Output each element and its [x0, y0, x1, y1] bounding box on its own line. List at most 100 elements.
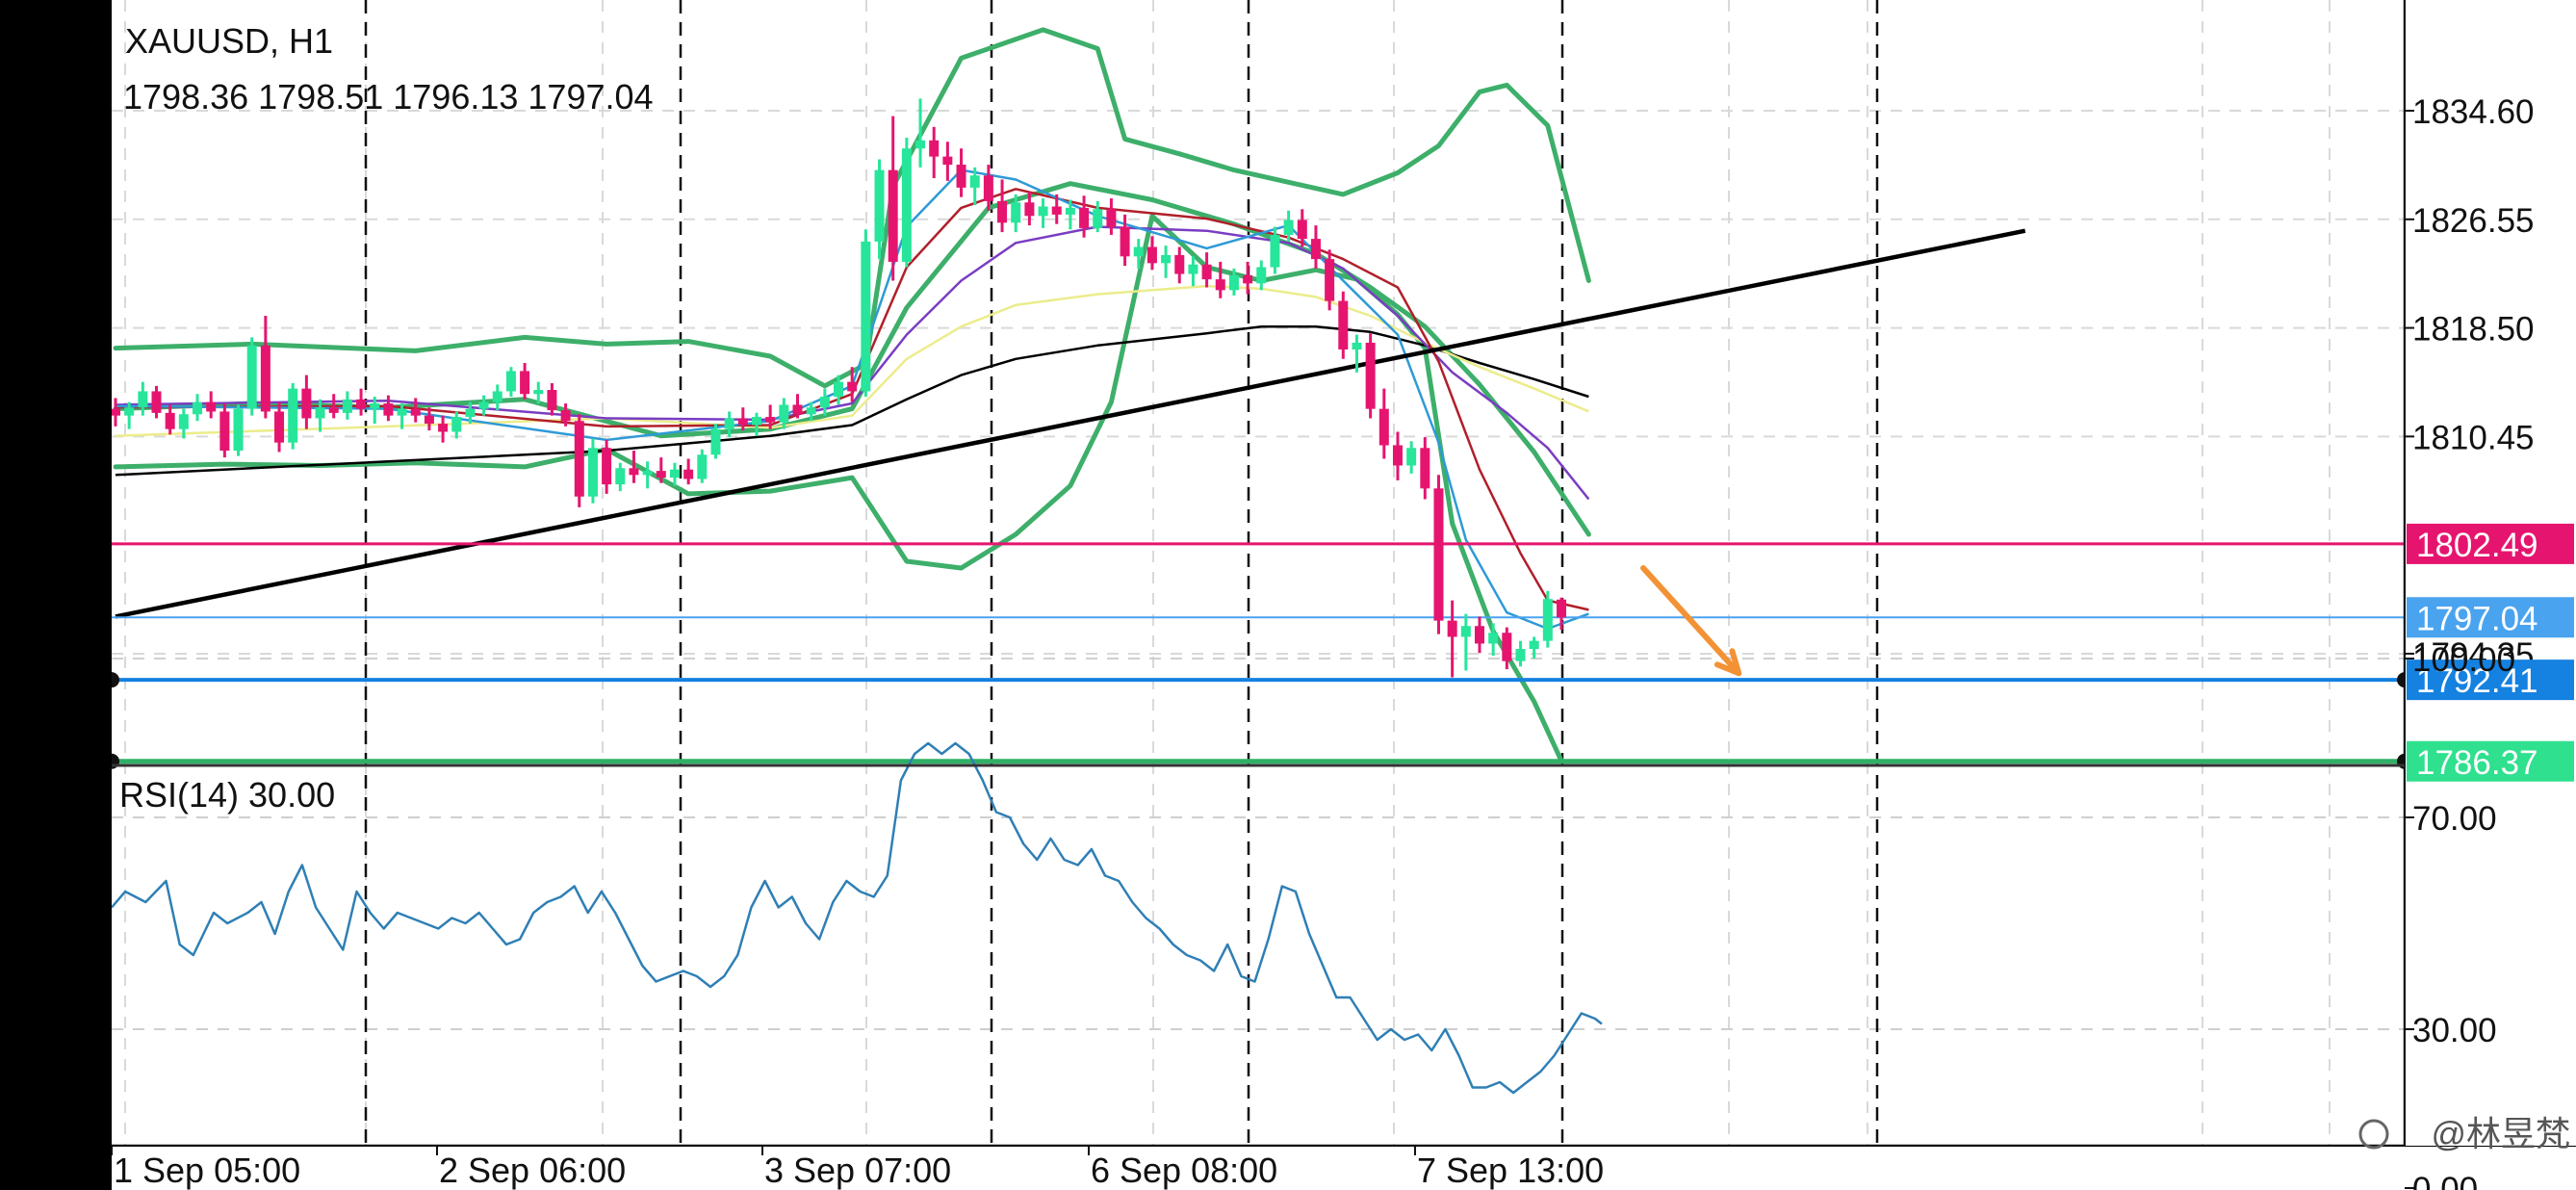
candle-body — [737, 418, 748, 426]
candle-body — [1215, 279, 1225, 291]
candle-body — [315, 407, 325, 419]
price-tick-label: 1826.55 — [2412, 202, 2535, 240]
level-badge-support-1 — [2407, 660, 2574, 701]
candle-body — [301, 388, 312, 419]
candle-body — [1283, 220, 1294, 235]
trendline — [115, 228, 2026, 619]
left-margin — [0, 0, 112, 1190]
rsi-tick-label: 100.00 — [2412, 641, 2515, 679]
candle-body — [1488, 633, 1499, 644]
candle-body — [1447, 620, 1457, 637]
candle-body — [424, 415, 434, 425]
arrow-layer — [1640, 564, 1742, 677]
candle-body — [219, 411, 230, 452]
rsi-tick-label: 70.00 — [2412, 800, 2497, 838]
candle-body — [1106, 209, 1117, 227]
candle-body — [929, 140, 940, 157]
level-badge-support-2 — [2407, 740, 2574, 782]
candle-body — [1406, 448, 1417, 466]
candle-body — [1557, 599, 1567, 618]
candle-body — [1256, 267, 1267, 284]
candle-body — [1120, 226, 1130, 257]
candle-body — [1146, 246, 1157, 264]
candle-body — [710, 428, 721, 455]
candle-body — [124, 407, 135, 416]
candle-body — [1201, 264, 1212, 280]
candle-body — [233, 408, 244, 452]
candle-body — [478, 401, 489, 409]
ohlc-readout: 1798.36 1798.51 1796.13 1797.04 — [123, 77, 654, 116]
candle-body — [1378, 408, 1389, 446]
candle-body — [288, 388, 298, 443]
candle-body — [451, 417, 462, 432]
trend-arrow-head — [1713, 648, 1742, 677]
candle-body — [874, 169, 885, 242]
candle-body — [383, 403, 394, 416]
candle-body — [206, 401, 217, 412]
candle-body — [969, 175, 980, 188]
candle-body — [1011, 202, 1021, 223]
candle-body — [1365, 342, 1376, 409]
trendline-layer — [115, 228, 2026, 619]
candle-body — [1433, 488, 1444, 621]
candles[interactable] — [111, 98, 1567, 678]
candle-body — [888, 169, 898, 262]
candle-body — [847, 381, 858, 392]
candle-body — [1310, 239, 1321, 260]
candle-body — [505, 371, 516, 392]
level-badge-label-support-2: 1786.37 — [2416, 744, 2538, 782]
candle-body — [1093, 209, 1103, 228]
candle-body — [1065, 207, 1075, 215]
candle-body — [1515, 649, 1526, 661]
candle-body — [1352, 342, 1362, 349]
chart-symbol: XAUUSD, H1 — [125, 21, 333, 61]
candle-body — [1174, 254, 1185, 274]
candle-body — [560, 410, 571, 422]
candle-body — [983, 175, 993, 201]
price-tick-label: 1818.50 — [2412, 311, 2535, 349]
candle-body — [1133, 246, 1144, 257]
candle-body — [1051, 206, 1062, 215]
candle-body — [1475, 626, 1484, 644]
candle-body — [834, 381, 844, 398]
time-tick-label: 6 Sep 08:00 — [1091, 1151, 1277, 1190]
time-axis-labels: 1 Sep 05:00 2 Sep 06:00 3 Sep 07:00 6 Sep 0… — [111, 1119, 2389, 1190]
candle-body — [328, 407, 339, 413]
candle-body — [683, 469, 694, 479]
rsi-line — [111, 741, 1603, 1095]
candle-body — [915, 140, 926, 149]
rsi-tick-label: 0.00 — [2412, 1171, 2478, 1190]
candle-body — [438, 424, 449, 432]
candle-body — [669, 469, 680, 479]
candle-body — [751, 417, 761, 426]
candle-body — [1188, 264, 1198, 274]
time-axis-background — [0, 1147, 2576, 1190]
candle-body — [356, 399, 367, 409]
candle-body — [765, 417, 776, 423]
candle-body — [111, 408, 120, 416]
candle-body — [370, 403, 380, 409]
price-axis-labels: 1834.601826.551818.501810.451794.351802.… — [2405, 93, 2574, 1190]
candle-body — [997, 200, 1008, 223]
candle-body — [1392, 445, 1403, 466]
candle-body — [193, 401, 203, 415]
price-tick-label: 1810.45 — [2412, 419, 2535, 456]
rsi-layer — [111, 741, 1603, 1095]
level-badge-resistance — [2407, 523, 2574, 564]
plot-background — [112, 0, 2405, 1146]
candle-body — [547, 390, 557, 411]
candle-body — [246, 345, 257, 409]
candle-body — [629, 468, 639, 476]
candle-body — [1338, 300, 1349, 349]
candle-body — [1325, 259, 1335, 301]
candle-body — [615, 468, 626, 485]
level-badge-label-current: 1797.04 — [2416, 600, 2538, 637]
candle-body — [1079, 207, 1090, 228]
candle-body — [656, 471, 666, 479]
candle-body — [819, 397, 830, 408]
candle-body — [151, 391, 162, 413]
bollinger-lower — [113, 213, 1564, 763]
